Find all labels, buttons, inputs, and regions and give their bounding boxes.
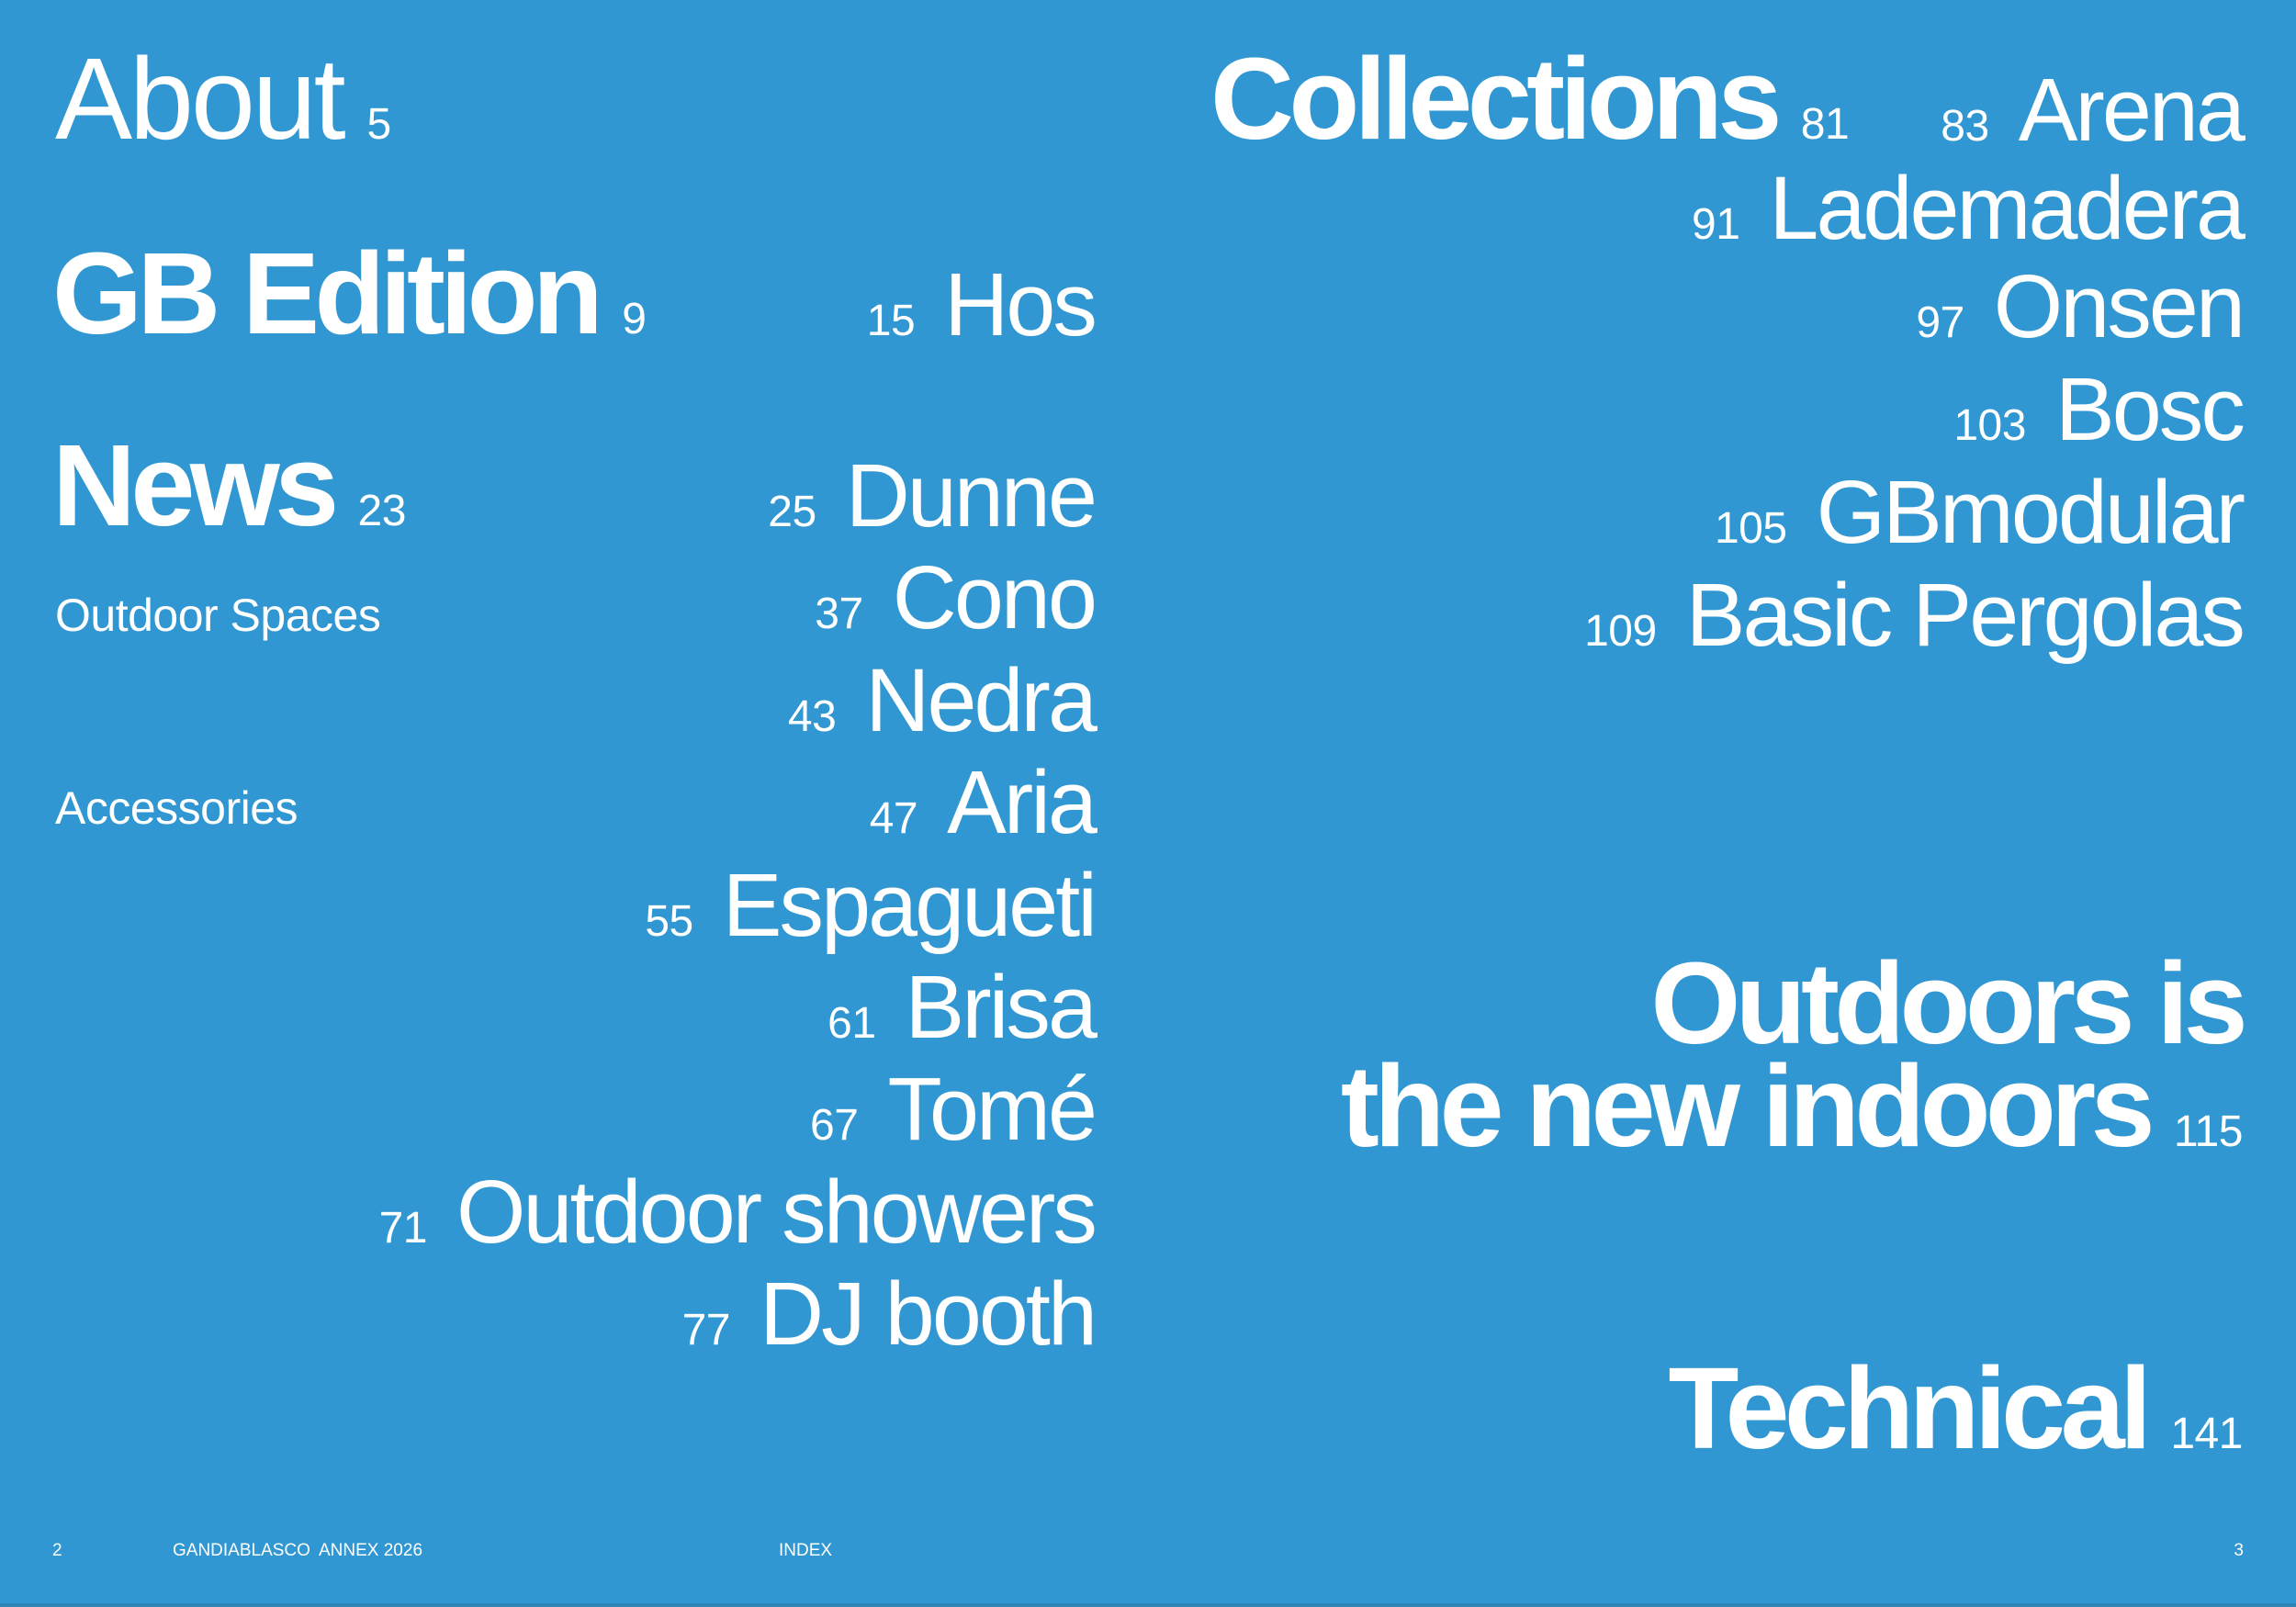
toc-page-number: 109 xyxy=(1584,607,1657,656)
footer-brand: GANDIABLASCO xyxy=(173,1541,310,1560)
section-page-number: 9 xyxy=(622,295,647,343)
section-title-line2: the new indoors xyxy=(1340,1041,2155,1171)
section-heading-gb-edition: GB Edition 9 xyxy=(52,236,647,352)
section-page-number: 115 xyxy=(2173,1107,2244,1156)
section-heading-technical: Technical 141 xyxy=(1669,1351,2244,1467)
toc-item: 77 DJ booth xyxy=(681,1269,1097,1358)
toc-page-number: 97 xyxy=(1916,298,1964,347)
section-page-number: 5 xyxy=(366,100,392,149)
toc-page-number: 91 xyxy=(1691,200,1740,249)
toc-item-name: Hos xyxy=(944,254,1097,354)
section-title: Technical xyxy=(1668,1343,2153,1473)
toc-page-number: 67 xyxy=(810,1101,859,1150)
footer-index-label: INDEX xyxy=(779,1541,833,1560)
toc-item-name: Lademadera xyxy=(1769,158,2245,258)
toc-item-name: Outdoor showers xyxy=(456,1162,1097,1262)
footer-edition: ANNEX 2026 xyxy=(319,1541,423,1560)
toc-item-name: GBmodular xyxy=(1816,462,2245,562)
toc-item: 61 Brisa xyxy=(827,962,1097,1051)
section-page-number: 81 xyxy=(1800,100,1850,149)
toc-item-name: Espagueti xyxy=(722,855,1097,955)
toc-item-name: DJ booth xyxy=(760,1264,1097,1364)
section-title: GB Edition xyxy=(52,229,603,358)
toc-item: 105 GBmodular xyxy=(1714,467,2245,556)
section-heading-collections: Collections 81 xyxy=(1210,41,1850,157)
section-heading-outdoors-is-the-new-indoors: Outdoors is the new indoors 115 xyxy=(1340,946,2248,1184)
toc-item: 71 Outdoor showers xyxy=(378,1167,1097,1256)
toc-item: 91 Lademadera xyxy=(1691,163,2245,253)
toc-item-name: Basic Pergolas xyxy=(1685,565,2245,665)
toc-item: 15 Hos xyxy=(866,260,1097,349)
toc-page-number: 77 xyxy=(681,1306,731,1354)
toc-item-name: Aria xyxy=(947,752,1097,852)
toc-item-name: Brisa xyxy=(905,957,1097,1057)
page-bottom-edge-strip xyxy=(0,1603,2296,1607)
toc-page-number: 61 xyxy=(827,999,876,1048)
toc-item: 37 Cono xyxy=(815,553,1097,642)
toc-page-number: 43 xyxy=(787,692,837,741)
toc-item: 47 Aria xyxy=(869,758,1097,847)
toc-item-name: Cono xyxy=(892,547,1097,647)
toc-item: 103 Bosc xyxy=(1953,365,2245,454)
section-page-number: 141 xyxy=(2170,1410,2243,1458)
section-heading-news: News 23 xyxy=(52,428,406,544)
toc-page-number: 103 xyxy=(1953,401,2026,450)
toc-item: 25 Dunne xyxy=(768,451,1097,540)
group-label-accessories: Accessories xyxy=(55,782,298,834)
toc-item-name: Nedra xyxy=(865,650,1097,750)
toc-page-number: 71 xyxy=(378,1204,428,1253)
section-title: Collections xyxy=(1210,34,1782,163)
toc-item: 55 Espagueti xyxy=(645,860,1097,950)
section-title-line1: Outdoors is xyxy=(1650,938,2247,1068)
toc-item: 67 Tomé xyxy=(810,1064,1097,1153)
toc-item-name: Tomé xyxy=(887,1059,1097,1159)
toc-item: 109 Basic Pergolas xyxy=(1584,570,2245,659)
toc-page-number: 105 xyxy=(1714,504,1787,553)
toc-page-number: 47 xyxy=(869,794,918,843)
toc-page-number: 55 xyxy=(645,897,693,946)
toc-item-name: Onsen xyxy=(1993,256,2245,356)
toc-page-number: 25 xyxy=(768,488,816,536)
section-heading-about: About 5 xyxy=(55,41,391,157)
section-page-number: 23 xyxy=(357,487,406,535)
toc-item-name: Bosc xyxy=(2054,359,2245,459)
toc-item-name: Arena xyxy=(2018,60,2245,160)
toc-item: 43 Nedra xyxy=(787,656,1097,745)
toc-page-number: 83 xyxy=(1941,102,1989,151)
footer-page-number-left: 2 xyxy=(52,1541,62,1560)
toc-page-number: 15 xyxy=(866,297,916,345)
toc-item-name: Dunne xyxy=(845,445,1097,545)
group-label-outdoor-spaces: Outdoor Spaces xyxy=(55,590,381,641)
section-title: About xyxy=(55,34,346,163)
section-title: News xyxy=(52,421,339,550)
toc-page-number: 37 xyxy=(815,590,863,638)
footer-page-number-right: 3 xyxy=(2234,1541,2244,1560)
toc-item: 83 Arena xyxy=(1941,65,2245,154)
toc-item: 97 Onsen xyxy=(1916,262,2245,351)
